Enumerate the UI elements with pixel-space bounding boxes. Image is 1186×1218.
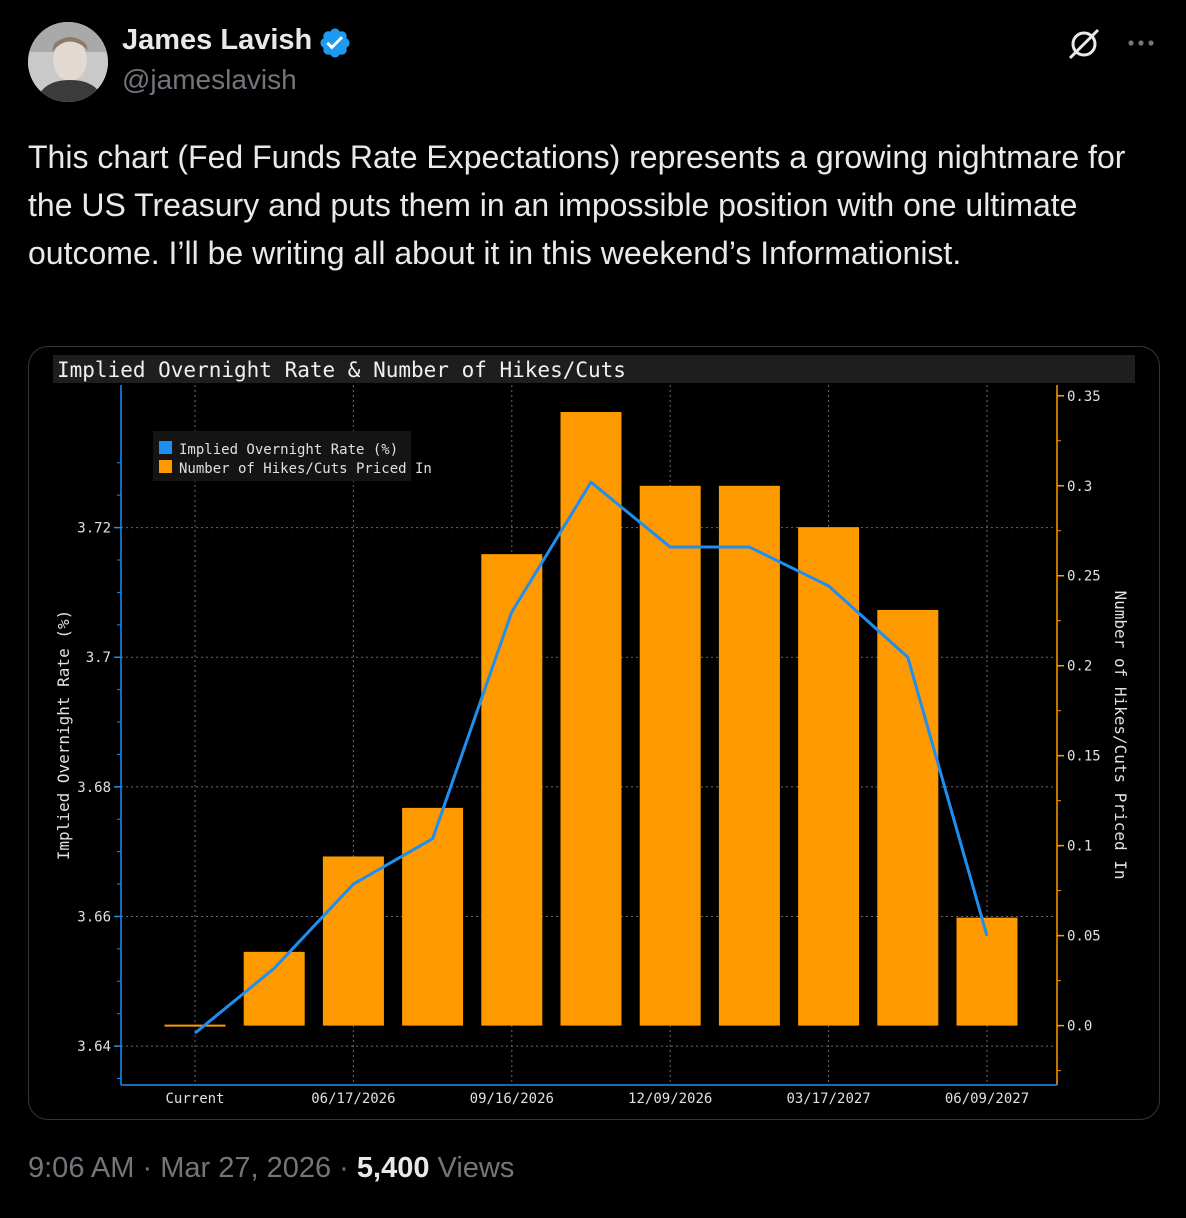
left-axis-tick-label: 3.7 <box>86 650 111 666</box>
meta-separator: · <box>339 1152 349 1184</box>
right-axis-tick-label: 0.1 <box>1067 839 1092 855</box>
right-axis-tick-label: 0.05 <box>1067 929 1101 945</box>
right-axis-tick-label: 0.25 <box>1067 569 1101 585</box>
chart-title: Implied Overnight Rate & Number of Hikes… <box>57 358 626 382</box>
right-axis-tick-label: 0.15 <box>1067 749 1101 765</box>
right-axis-tick-label: 0.35 <box>1067 389 1101 405</box>
more-options-icon[interactable] <box>1124 26 1158 60</box>
x-axis-tick-label: 09/16/2026 <box>470 1091 554 1107</box>
bar <box>798 527 860 1026</box>
x-axis-tick-label: 12/09/2026 <box>628 1091 712 1107</box>
tweet-time[interactable]: 9:06 AM <box>28 1152 135 1184</box>
right-axis-tick-label: 0.2 <box>1067 659 1092 675</box>
views-label: Views <box>437 1152 515 1184</box>
right-axis-title: Number of Hikes/Cuts Priced In <box>1111 591 1130 880</box>
chart-title-bar <box>53 355 1135 383</box>
bar <box>639 485 701 1026</box>
left-axis-tick-label: 3.64 <box>77 1039 111 1055</box>
bar <box>877 609 939 1026</box>
legend-box <box>153 431 411 481</box>
verified-badge-icon <box>320 28 350 58</box>
bar <box>402 807 464 1026</box>
x-axis-tick-label: 06/09/2027 <box>945 1091 1029 1107</box>
line-series-implied-rate <box>194 480 989 1035</box>
tweet-date[interactable]: Mar 27, 2026 <box>160 1152 332 1184</box>
tweet-text: This chart (Fed Funds Rate Expectations)… <box>28 139 1126 271</box>
bar <box>322 856 384 1026</box>
author-name[interactable]: James Lavish <box>122 24 313 56</box>
x-axis-tick-label: 03/17/2027 <box>786 1091 870 1107</box>
legend-swatch-implied-rate <box>159 441 172 454</box>
x-axis-tick-label: Current <box>165 1091 224 1107</box>
combo-chart: Implied Overnight Rate & Number of Hikes… <box>53 355 1135 1107</box>
chart-image[interactable]: Implied Overnight Rate & Number of Hikes… <box>28 346 1160 1120</box>
legend-label-implied-rate: Implied Overnight Rate (%) <box>179 442 398 458</box>
left-axis-tick-label: 3.72 <box>77 521 111 537</box>
left-axis-tick-label: 3.68 <box>77 780 111 796</box>
bar <box>718 485 780 1026</box>
bar <box>243 951 305 1026</box>
grok-icon[interactable] <box>1064 24 1104 64</box>
bar <box>481 554 543 1026</box>
x-axis-tick-label: 06/17/2026 <box>311 1091 395 1107</box>
left-axis-tick-label: 3.66 <box>77 909 111 925</box>
left-axis-title: Implied Overnight Rate (%) <box>54 610 73 860</box>
avatar[interactable] <box>28 22 108 102</box>
author-handle[interactable]: @jameslavish <box>122 64 297 95</box>
legend-label-hikes-cuts: Number of Hikes/Cuts Priced In <box>179 461 432 477</box>
right-axis-tick-label: 0.3 <box>1067 479 1092 495</box>
bar <box>560 411 622 1026</box>
right-axis-tick-label: 0.0 <box>1067 1019 1092 1035</box>
tweet-meta: 9:06 AM · Mar 27, 2026 · 5,400 Views <box>28 1152 514 1185</box>
views-count: 5,400 <box>356 1152 430 1184</box>
meta-separator: · <box>142 1152 153 1184</box>
legend-swatch-hikes-cuts <box>159 460 172 473</box>
